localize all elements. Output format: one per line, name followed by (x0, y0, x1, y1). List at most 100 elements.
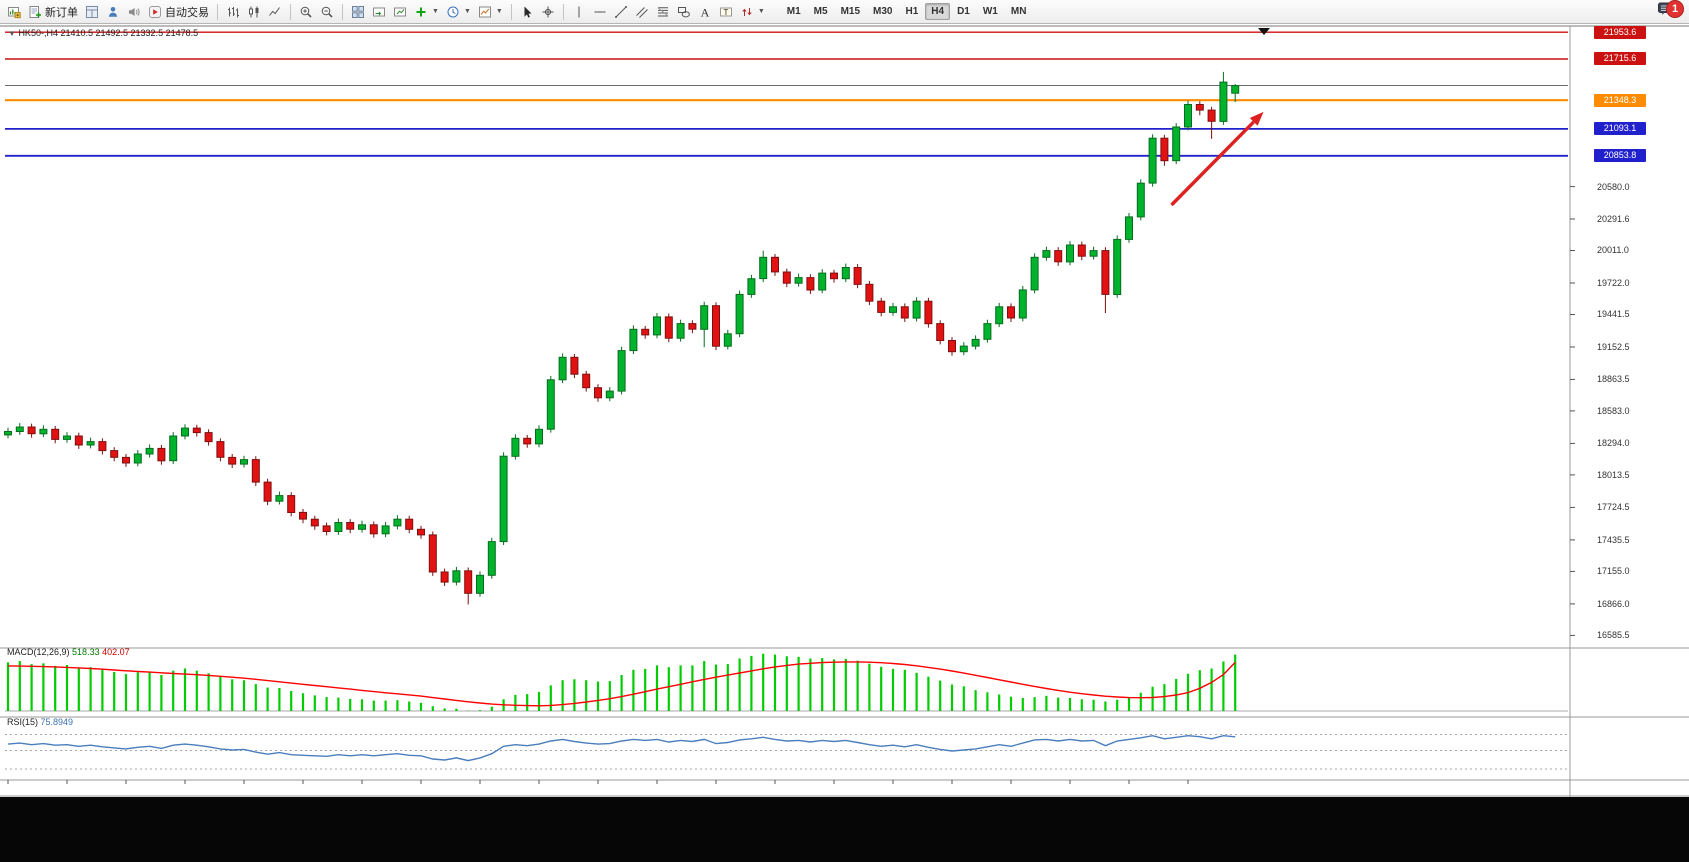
notification-badge: 1 (1666, 0, 1684, 18)
new-chart-button[interactable] (4, 1, 24, 22)
candle (558, 353, 567, 384)
rsi-levels (5, 734, 1568, 770)
sound-icon (127, 5, 141, 19)
charts-layout-button[interactable] (82, 1, 102, 22)
candle (487, 537, 496, 579)
trend-arrow[interactable] (1170, 111, 1264, 207)
candle (263, 478, 272, 506)
new-order-button[interactable]: 新订单 (25, 1, 81, 22)
candle (157, 445, 166, 465)
toolbar-separator (562, 3, 564, 20)
zoom-out-button[interactable] (317, 1, 337, 22)
trendline-button[interactable] (611, 1, 631, 22)
notifications[interactable]: 1 (1658, 0, 1684, 21)
timeframe-h4[interactable]: H4 (925, 3, 951, 20)
candle (1089, 246, 1098, 260)
candle (912, 297, 921, 322)
alerts-button[interactable] (124, 1, 144, 22)
candle (676, 319, 685, 342)
clock-icon (446, 5, 460, 19)
add-indicator-icon (414, 5, 428, 19)
candle (251, 456, 260, 486)
auto-trading-button[interactable]: 自动交易 (145, 1, 212, 22)
candle (1219, 71, 1228, 125)
shapes-button[interactable] (674, 1, 694, 22)
toolbar-separator (217, 3, 218, 20)
timeframe-m15[interactable]: M15 (840, 6, 861, 17)
candle (653, 313, 661, 339)
candle (405, 515, 414, 534)
templates-button[interactable]: ▼ (475, 1, 506, 22)
candle (1018, 286, 1027, 322)
new-chart-icon (7, 5, 21, 19)
candle (440, 568, 449, 586)
rsi-line (7, 734, 1236, 762)
chartshift-icon (393, 5, 407, 19)
indicators-button[interactable]: ▼ (411, 1, 442, 22)
chart-shift-button[interactable] (390, 1, 410, 22)
svg-text:A: A (700, 5, 709, 19)
toolbar-separator (342, 3, 343, 20)
level-lines[interactable] (5, 31, 1568, 157)
dropdown-caret-icon: ▼ (432, 8, 439, 15)
candle (1101, 247, 1110, 313)
candles-icon (247, 5, 261, 19)
timeframe-mn[interactable]: MN (1010, 6, 1027, 17)
candle (1160, 134, 1169, 166)
timeframe-m1[interactable]: M1 (786, 6, 801, 17)
fibonacci-button[interactable] (653, 1, 673, 22)
line-chart-button[interactable] (265, 1, 285, 22)
tile-windows-button[interactable] (348, 1, 368, 22)
candle (381, 522, 390, 538)
candle (794, 273, 803, 287)
horizontal-line-button[interactable] (590, 1, 610, 22)
candle (1184, 100, 1192, 131)
candle (1030, 253, 1039, 294)
arrows-button[interactable]: ▼ (737, 1, 768, 22)
candle (15, 423, 24, 435)
timeframe-d1[interactable]: D1 (957, 6, 970, 17)
arrows-icon (740, 5, 754, 19)
bar-chart-button[interactable] (223, 1, 243, 22)
candle (63, 432, 71, 443)
candle (169, 432, 178, 465)
candle (322, 522, 331, 536)
shapes-icon (677, 5, 691, 19)
auto-scroll-button[interactable] (369, 1, 389, 22)
candle (570, 354, 579, 379)
profiles-button[interactable] (103, 1, 123, 22)
vertical-line-button[interactable] (569, 1, 589, 22)
crosshair-button[interactable] (538, 1, 558, 22)
crosshair-icon (541, 5, 555, 19)
candle (853, 264, 862, 289)
candle (1231, 84, 1240, 102)
candle (700, 301, 709, 348)
toolbar-separator (510, 3, 512, 20)
linechart-icon (268, 5, 282, 19)
channel-button[interactable] (632, 1, 652, 22)
candle (228, 454, 237, 468)
candle (1113, 235, 1122, 298)
timeframe-h1[interactable]: H1 (905, 6, 919, 17)
candle (310, 515, 319, 530)
trendline-icon (614, 5, 628, 19)
text-label-button[interactable]: T (716, 1, 736, 22)
candle (1195, 101, 1204, 116)
zoom-in-button[interactable] (296, 1, 316, 22)
candle (145, 444, 154, 458)
candle (1148, 134, 1157, 187)
cursor-button[interactable] (517, 1, 537, 22)
periods-button[interactable]: ▼ (443, 1, 474, 22)
candle (1077, 241, 1086, 261)
timeframe-w1[interactable]: W1 (982, 6, 998, 17)
candle (759, 250, 768, 283)
candle (771, 254, 779, 276)
candle (417, 525, 425, 539)
text-button[interactable]: A (695, 1, 715, 22)
candle-chart-button[interactable] (244, 1, 264, 22)
timeframe-m5[interactable]: M5 (813, 6, 828, 17)
vline-icon (572, 5, 586, 19)
timeframe-m30[interactable]: M30 (873, 6, 893, 17)
candle (582, 370, 591, 392)
